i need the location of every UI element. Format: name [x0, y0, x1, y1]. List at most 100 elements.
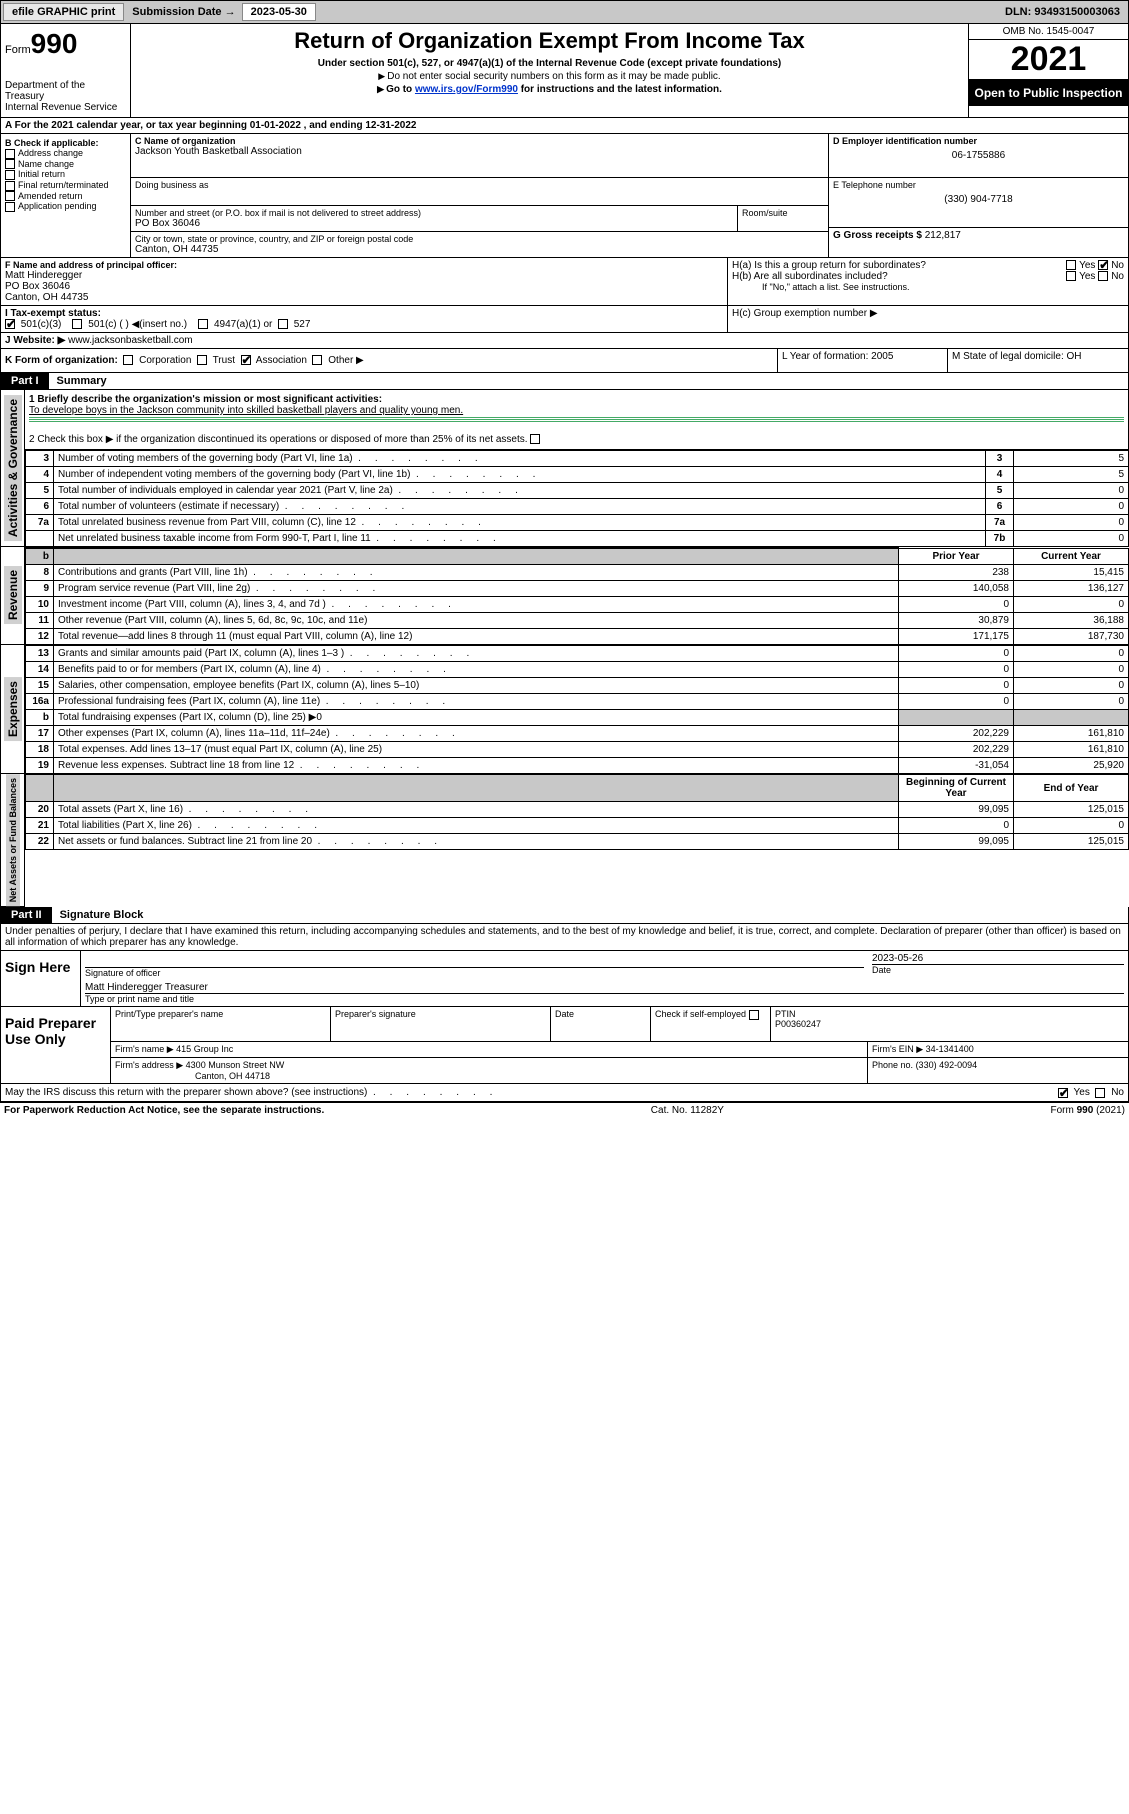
chk-initial-return[interactable]: Initial return [5, 169, 126, 180]
chk-association[interactable] [241, 355, 251, 365]
irs-discuss-no[interactable] [1095, 1088, 1105, 1098]
dept-treasury: Department of the Treasury [5, 80, 126, 102]
phone-label: E Telephone number [833, 180, 1124, 190]
identity-block: B Check if applicable: Address change Na… [0, 134, 1129, 258]
tax-year: 2021 [969, 40, 1128, 80]
chk-final-return[interactable]: Final return/terminated [5, 180, 126, 191]
firm-name-label: Firm's name ▶ [115, 1044, 174, 1054]
page-footer: For Paperwork Reduction Act Notice, see … [0, 1102, 1129, 1118]
org-name-label: C Name of organization [135, 136, 824, 146]
expenses-section: Expenses 13Grants and similar amounts pa… [0, 645, 1129, 774]
h-b-label: H(b) Are all subordinates included? [732, 271, 888, 282]
city-state-zip: Canton, OH 44735 [135, 244, 824, 255]
revenue-section: Revenue bPrior YearCurrent Year 8Contrib… [0, 547, 1129, 645]
officer-name: Matt Hinderegger [5, 270, 723, 281]
phone-value: (330) 904-7718 [833, 190, 1124, 205]
ssn-warning: Do not enter social security numbers on … [137, 71, 962, 82]
sig-date-value: 2023-05-26 [872, 953, 1124, 964]
activities-governance: Activities & Governance 1 Briefly descri… [0, 390, 1129, 547]
chk-application-pending[interactable]: Application pending [5, 201, 126, 212]
dba-label: Doing business as [135, 180, 824, 190]
firm-phone-label: Phone no. [872, 1060, 913, 1070]
ptin-value: P00360247 [775, 1019, 1124, 1029]
topbar: efile GRAPHIC print Submission Date → 20… [0, 0, 1129, 24]
part1-header: Part I Summary [0, 373, 1129, 390]
revenue-table: bPrior YearCurrent Year 8Contributions a… [25, 547, 1129, 645]
firm-name: 415 Group Inc [176, 1044, 233, 1054]
website-value: www.jacksonbasketball.com [68, 335, 193, 346]
chk-trust[interactable] [197, 355, 207, 365]
gross-receipts-label: G Gross receipts $ [833, 230, 922, 241]
form-subtitle: Under section 501(c), 527, or 4947(a)(1)… [137, 58, 962, 69]
preparer-sig-label: Preparer's signature [331, 1007, 551, 1041]
ha-no[interactable] [1098, 260, 1108, 270]
firm-addr-label: Firm's address ▶ [115, 1060, 183, 1070]
h-b-note: If "No," attach a list. See instructions… [732, 282, 1124, 292]
h-c-label: H(c) Group exemption number ▶ [732, 308, 878, 319]
ein-label: D Employer identification number [833, 136, 1124, 146]
hb-yes[interactable] [1066, 271, 1076, 281]
firm-ein-label: Firm's EIN ▶ [872, 1044, 923, 1054]
firm-addr1: 4300 Munson Street NW [186, 1060, 285, 1070]
submission-date: 2023-05-30 [242, 3, 316, 21]
chk-name-change[interactable]: Name change [5, 159, 126, 170]
irs-discuss-yes[interactable] [1058, 1088, 1068, 1098]
tax-exempt-label: I Tax-exempt status: [5, 308, 101, 319]
self-employed-check[interactable]: Check if self-employed [651, 1007, 771, 1041]
chk-other[interactable] [312, 355, 322, 365]
side-activities-gov: Activities & Governance [4, 395, 22, 541]
officer-label: F Name and address of principal officer: [5, 260, 723, 270]
firm-addr2: Canton, OH 44718 [115, 1071, 863, 1081]
chk-501c[interactable] [72, 319, 82, 329]
chk-address-change[interactable]: Address change [5, 148, 126, 159]
officer-addr1: PO Box 36046 [5, 281, 723, 292]
section-a-tax-year: A For the 2021 calendar year, or tax yea… [0, 118, 1129, 134]
form990-link[interactable]: www.irs.gov/Form990 [415, 84, 518, 95]
form-number: Form990 [5, 28, 126, 60]
efile-print-button[interactable]: efile GRAPHIC print [3, 3, 124, 21]
chk-4947[interactable] [198, 319, 208, 329]
ha-yes[interactable] [1066, 260, 1076, 270]
ptin-label: PTIN [775, 1009, 1124, 1019]
gross-receipts-value: 212,817 [925, 230, 961, 241]
paperwork-notice: For Paperwork Reduction Act Notice, see … [4, 1105, 324, 1116]
room-suite-label: Room/suite [742, 208, 824, 218]
firm-ein: 34-1341400 [926, 1044, 974, 1054]
net-assets-section: Net Assets or Fund Balances Beginning of… [0, 774, 1129, 907]
street-address: PO Box 36046 [135, 218, 733, 229]
expenses-table: 13Grants and similar amounts paid (Part … [25, 645, 1129, 774]
form-title: Return of Organization Exempt From Incom… [137, 28, 962, 54]
chk-corporation[interactable] [123, 355, 133, 365]
open-to-public: Open to Public Inspection [969, 80, 1128, 106]
city-label: City or town, state or province, country… [135, 234, 824, 244]
chk-amended-return[interactable]: Amended return [5, 191, 126, 202]
hb-no[interactable] [1098, 271, 1108, 281]
sig-officer-label: Signature of officer [85, 967, 864, 978]
preparer-name-label: Print/Type preparer's name [111, 1007, 331, 1041]
h-a-label: H(a) Is this a group return for subordin… [732, 260, 926, 271]
line2-label: 2 Check this box ▶ if the organization d… [29, 434, 1124, 445]
side-net-assets: Net Assets or Fund Balances [6, 774, 20, 906]
irs-label: Internal Revenue Service [5, 102, 126, 113]
line1-label: 1 Briefly describe the organization's mi… [29, 394, 1124, 405]
side-revenue: Revenue [4, 566, 22, 624]
sig-date-label: Date [872, 964, 1124, 975]
paid-preparer-label: Paid Preparer Use Only [1, 1007, 111, 1083]
chk-501c3[interactable] [5, 319, 15, 329]
dln: DLN: 93493150003063 [997, 4, 1128, 20]
form-header: Form990 Department of the Treasury Inter… [0, 24, 1129, 118]
sign-here-block: Sign Here Signature of officer 2023-05-2… [0, 951, 1129, 1007]
form-990-footer: Form 990 (2021) [1051, 1105, 1125, 1116]
section-b-label: B Check if applicable: [5, 138, 126, 148]
may-irs-discuss: May the IRS discuss this return with the… [0, 1084, 1129, 1102]
governance-table: 3Number of voting members of the governi… [25, 450, 1129, 547]
officer-addr2: Canton, OH 44735 [5, 292, 723, 303]
state-domicile: M State of legal domicile: OH [948, 349, 1128, 372]
penalty-statement: Under penalties of perjury, I declare th… [0, 924, 1129, 951]
chk-discontinued[interactable] [530, 434, 540, 444]
ein-value: 06-1755886 [833, 146, 1124, 161]
street-label: Number and street (or P.O. box if mail i… [135, 208, 733, 218]
chk-527[interactable] [278, 319, 288, 329]
form-org-label: K Form of organization: [5, 355, 118, 366]
mission-text: To develope boys in the Jackson communit… [29, 405, 1124, 416]
